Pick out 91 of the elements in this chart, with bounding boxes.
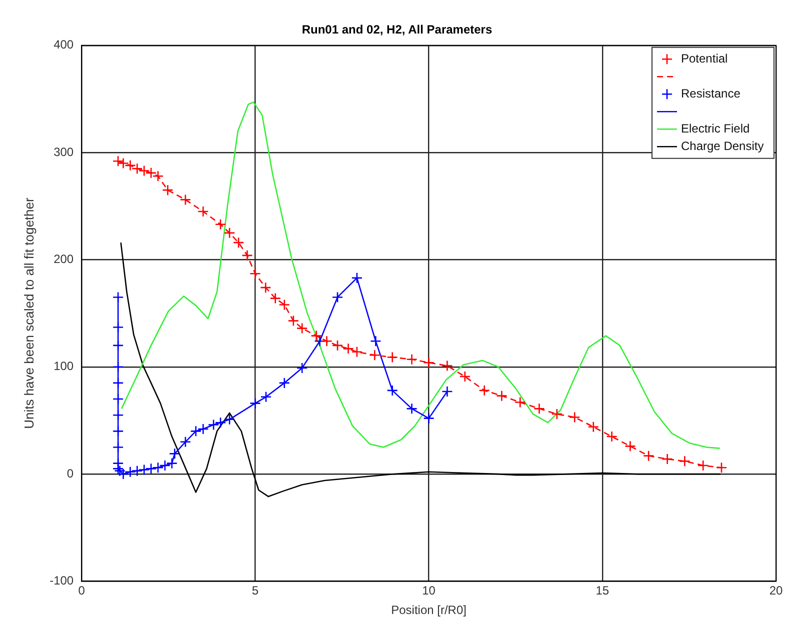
point <box>180 436 192 448</box>
point <box>351 272 363 284</box>
point <box>152 462 164 474</box>
point <box>214 218 226 230</box>
point <box>232 236 244 248</box>
x-axis-title: Position [r/R0] <box>391 603 466 618</box>
point <box>242 250 253 262</box>
x-tick-label: 20 <box>769 584 783 598</box>
point <box>459 370 471 382</box>
point <box>386 384 398 396</box>
point <box>642 450 654 462</box>
point <box>442 386 453 398</box>
y-tick-label: 100 <box>54 359 74 374</box>
point <box>514 396 526 408</box>
point <box>112 426 124 437</box>
point <box>342 343 354 354</box>
point <box>332 340 344 352</box>
point <box>423 356 434 368</box>
point <box>310 330 322 342</box>
point <box>278 377 290 389</box>
y-tick-label: -100 <box>50 574 74 588</box>
point <box>662 453 673 465</box>
y-tick-label: 200 <box>54 252 74 266</box>
point <box>679 456 690 467</box>
point <box>716 462 728 474</box>
point <box>406 403 418 414</box>
point <box>406 354 418 366</box>
x-tick-label: 0 <box>78 584 86 598</box>
legend-label: Electric Field <box>681 121 750 136</box>
point <box>214 416 226 428</box>
point <box>162 184 174 196</box>
point <box>534 403 545 414</box>
point <box>124 466 136 478</box>
point <box>496 390 508 402</box>
point <box>321 336 332 347</box>
point <box>624 440 636 452</box>
point <box>159 460 171 472</box>
point <box>568 412 580 423</box>
point <box>112 377 124 389</box>
point <box>132 465 143 476</box>
point <box>112 292 124 303</box>
point <box>190 426 202 437</box>
y-tick-label: 300 <box>54 144 74 159</box>
point <box>224 414 236 426</box>
chart-title: Run01 and 02, H2, All Parameters <box>302 22 492 37</box>
point <box>112 393 124 405</box>
point <box>296 322 308 334</box>
point <box>180 194 192 206</box>
x-tick-label: 10 <box>422 584 436 598</box>
point <box>478 384 490 396</box>
point <box>588 421 600 433</box>
y-tick-label: 400 <box>54 38 74 52</box>
y-axis-title: Units have been scaled to all fit together <box>21 197 36 429</box>
point <box>442 360 453 372</box>
point <box>332 292 344 303</box>
point <box>270 292 281 304</box>
point <box>138 464 150 476</box>
point <box>260 282 272 294</box>
point <box>288 315 300 326</box>
point <box>368 349 380 361</box>
point <box>386 352 398 363</box>
point <box>166 458 178 469</box>
point <box>697 460 709 472</box>
point <box>250 268 261 280</box>
point <box>112 340 124 352</box>
point <box>138 165 150 176</box>
point <box>250 398 261 409</box>
legend-label: Charge Density <box>681 138 764 153</box>
point <box>370 336 382 347</box>
point <box>112 442 124 453</box>
point <box>260 391 272 403</box>
point <box>112 361 124 373</box>
point <box>208 419 220 430</box>
point <box>606 430 618 442</box>
point <box>169 448 180 460</box>
y-tick-label: 0 <box>66 466 74 480</box>
x-tick-label: 15 <box>596 584 610 598</box>
point <box>197 206 209 218</box>
point <box>145 463 157 474</box>
point <box>551 408 563 420</box>
legend-label: Resistance <box>681 86 741 100</box>
point <box>197 423 209 435</box>
point <box>112 322 124 333</box>
legend-label: Potential <box>681 51 728 66</box>
point <box>351 346 363 358</box>
point <box>278 299 290 310</box>
point <box>296 362 308 374</box>
point <box>423 412 434 424</box>
point <box>224 227 236 239</box>
x-tick-label: 5 <box>252 584 259 598</box>
point <box>112 409 124 421</box>
